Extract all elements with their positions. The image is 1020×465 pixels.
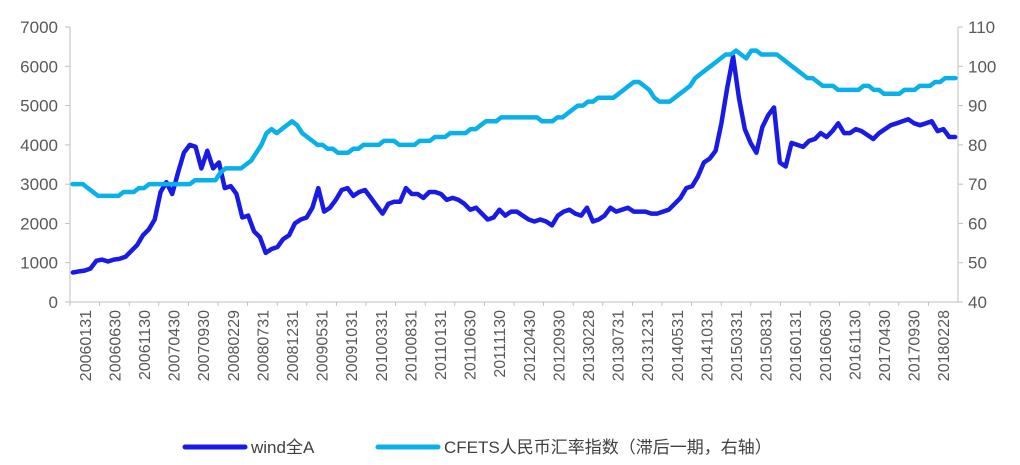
right-y-tick-label: 60 <box>968 214 987 233</box>
left-y-tick-label: 2000 <box>20 214 58 233</box>
left-y-tick-label: 5000 <box>20 97 58 116</box>
left-y-tick-label: 4000 <box>20 136 58 155</box>
right-y-tick-label: 50 <box>968 254 987 273</box>
x-tick-label: 20060131 <box>78 310 95 381</box>
x-tick-label: 20160630 <box>818 310 835 381</box>
x-tick-label: 20140531 <box>670 310 687 381</box>
legend-label-1: wind全A <box>250 438 315 457</box>
left-y-tick-label: 0 <box>49 293 58 312</box>
x-tick-label: 20120430 <box>522 310 539 381</box>
legend-label-2: CFETS人民币汇率指数（滞后一期，右轴） <box>444 438 772 457</box>
left-y-axis-ticks: 0 1000 2000 3000 4000 5000 6000 7000 <box>20 18 70 312</box>
x-tick-label: 20091031 <box>344 310 361 381</box>
right-y-tick-label: 110 <box>968 18 995 37</box>
x-tick-label: 20090531 <box>315 310 332 381</box>
x-tick-label: 20100331 <box>374 310 391 381</box>
x-tick-label: 20080229 <box>226 310 243 381</box>
x-tick-label: 20110630 <box>463 310 480 380</box>
x-tick-label: 20060630 <box>107 310 124 381</box>
x-tick-label: 20150331 <box>729 310 746 381</box>
right-y-tick-label: 90 <box>968 97 987 116</box>
x-tick-label: 20110131 <box>433 310 450 380</box>
x-tick-label: 20130731 <box>611 310 628 381</box>
series-line-1 <box>70 54 958 275</box>
x-tick-label: 20170430 <box>877 310 894 381</box>
x-tick-label: 20161130 <box>847 310 864 380</box>
left-y-tick-label: 3000 <box>20 175 58 194</box>
x-tick-label: 20081231 <box>285 310 302 381</box>
left-y-tick-label: 6000 <box>20 57 58 76</box>
x-tick-label: 20070430 <box>167 310 184 381</box>
legend: wind全A CFETS人民币汇率指数（滞后一期，右轴） <box>182 438 772 457</box>
x-tick-label: 20170930 <box>907 310 924 381</box>
x-tick-label: 20150831 <box>759 310 776 381</box>
x-tick-label: 20120930 <box>551 310 568 381</box>
x-tick-label: 20070930 <box>196 310 213 381</box>
right-y-tick-label: 100 <box>968 57 996 76</box>
series-line-2 <box>70 48 958 199</box>
right-y-tick-label: 70 <box>968 175 987 194</box>
x-axis-ticks: 20060131 20060630 20061130 20070430 20070930… <box>69 302 953 381</box>
series-lines <box>70 48 958 275</box>
right-y-axis-ticks: 40 50 60 70 80 90 100 110 <box>958 18 996 312</box>
x-tick-label: 20111130 <box>492 310 509 378</box>
x-tick-label: 20160131 <box>788 310 805 381</box>
left-y-tick-label: 1000 <box>20 254 58 273</box>
x-tick-label: 20061130 <box>137 310 154 380</box>
x-tick-label: 20100831 <box>403 310 420 381</box>
right-y-tick-label: 40 <box>968 293 987 312</box>
x-tick-label: 20180228 <box>936 310 953 381</box>
x-tick-label: 20130228 <box>581 310 598 381</box>
left-y-tick-label: 7000 <box>20 18 58 37</box>
x-tick-label: 20131231 <box>640 310 657 381</box>
right-y-tick-label: 80 <box>968 136 987 155</box>
x-tick-label: 20080731 <box>255 310 272 381</box>
x-tick-label: 20141031 <box>699 310 716 381</box>
